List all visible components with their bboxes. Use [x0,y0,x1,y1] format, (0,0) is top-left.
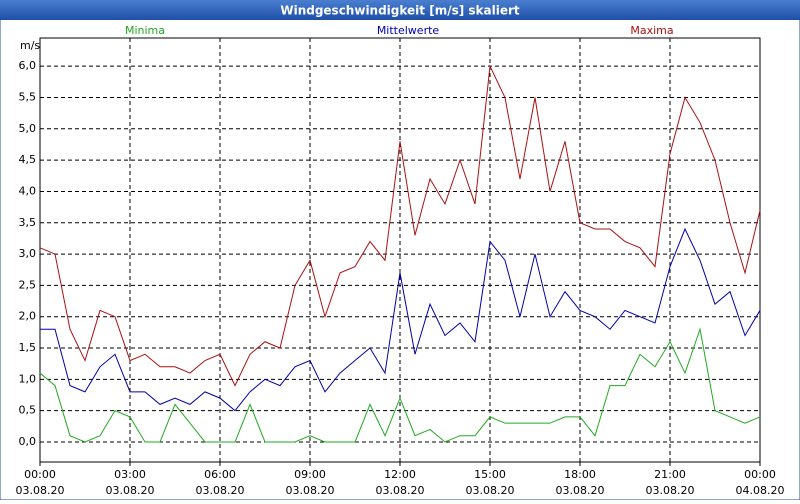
x-tick-label: 06:00 [204,468,236,481]
y-tick-label: 2,5 [19,278,37,291]
title-bar [0,0,800,20]
series-line [39,327,761,443]
y-tick-label: 0,5 [19,404,37,417]
y-tick-label: 0,0 [19,435,37,448]
y-tick-label: 1,0 [19,372,37,385]
x-tick-label: 18:00 [564,468,596,481]
x-tick-label: 21:00 [654,468,686,481]
x-tick-label: 15:00 [474,468,506,481]
x-tick-label: 00:00 [744,468,776,481]
x-tick-date: 03.08.20 [16,484,65,497]
x-tick-label: 12:00 [384,468,416,481]
x-tick-date: 03.08.20 [286,484,335,497]
chart-title: Windgeschwindigkeit [m/s] skaliert [280,4,520,18]
x-tick-label: 03:00 [114,468,146,481]
x-tick-date: 04.08.20 [736,484,785,497]
y-tick-label: 1,5 [19,341,37,354]
series-line [40,227,761,412]
x-tick-date: 03.08.20 [106,484,155,497]
y-tick-label: 4,5 [19,153,37,166]
x-tick-date: 03.08.20 [556,484,605,497]
y-tick-label: 5,0 [19,122,37,135]
legend-label: Maxima [630,24,673,37]
legend-label: Minima [125,24,165,37]
x-tick-label: 00:00 [24,468,56,481]
y-tick-label: 3,5 [19,216,37,229]
y-tick-label: 2,0 [19,310,37,323]
series-line [39,64,761,387]
y-tick-label: 4,0 [19,184,37,197]
x-tick-date: 03.08.20 [196,484,245,497]
y-tick-label: 5,5 [19,90,37,103]
y-unit: m/s [20,39,40,52]
x-tick-date: 03.08.20 [466,484,515,497]
y-tick-label: 6,0 [19,59,37,72]
x-tick-label: 09:00 [294,468,326,481]
x-tick-date: 03.08.20 [376,484,425,497]
legend-label: Mittelwerte [377,24,440,37]
x-tick-date: 03.08.20 [646,484,695,497]
y-tick-label: 3,0 [19,247,37,260]
